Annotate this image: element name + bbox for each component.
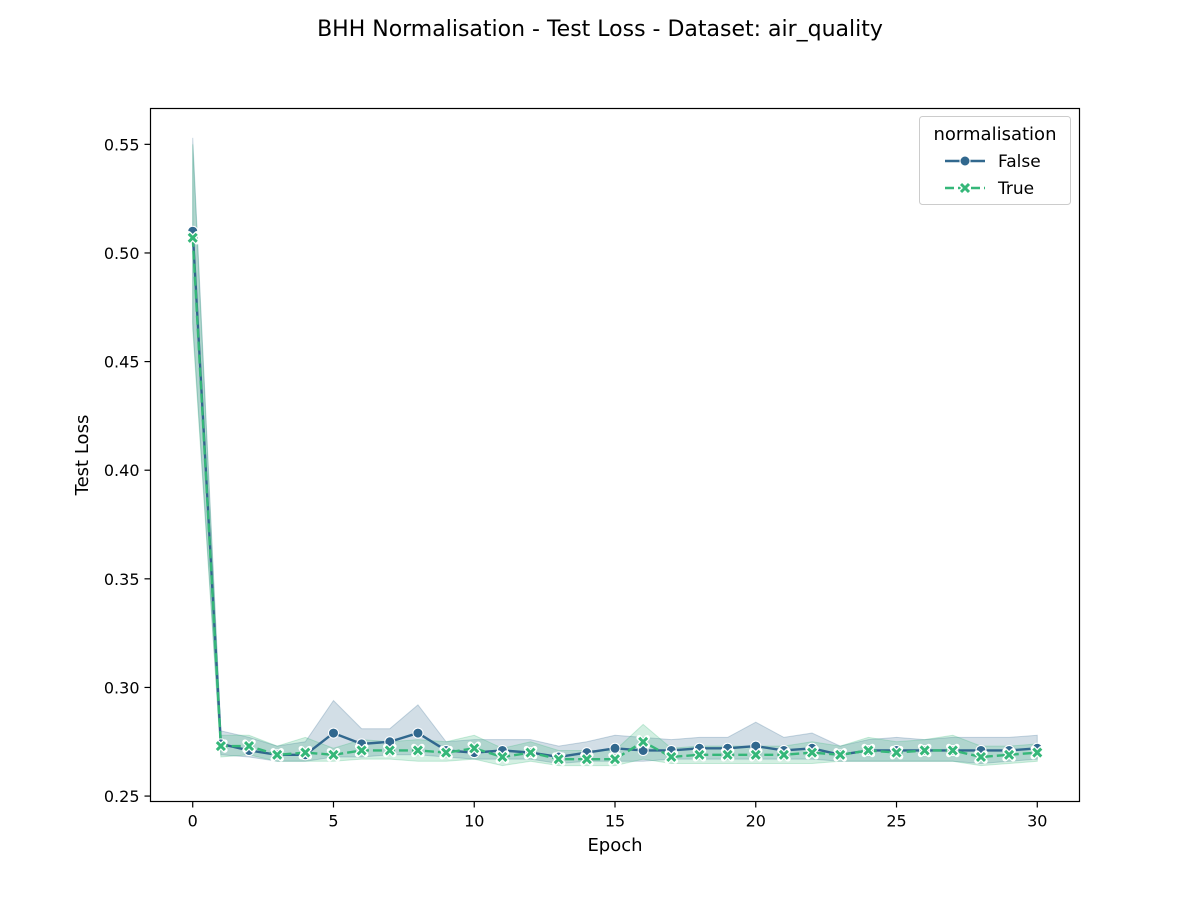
series-line-false [191, 231, 1038, 759]
x-axis: 0 5 10 15 20 25 30 [188, 801, 1047, 831]
chart-title: BHH Normalisation - Test Loss - Dataset:… [317, 17, 883, 42]
data-point-true [720, 748, 735, 762]
data-point-true [270, 748, 284, 762]
data-point-true [749, 748, 763, 762]
legend-label-true: True [997, 179, 1034, 199]
ci-band-false [192, 137, 1038, 764]
x-tick-label: 20 [746, 812, 766, 831]
data-point-true [777, 748, 791, 762]
data-point-true [411, 743, 425, 758]
data-point-true [495, 750, 510, 764]
y-tick-label: 0.30 [104, 678, 140, 697]
data-point-false [327, 727, 339, 739]
legend-title: normalisation [934, 124, 1057, 145]
data-point-false [412, 727, 424, 739]
y-tick-label: 0.50 [104, 244, 140, 263]
data-point-true [551, 752, 566, 766]
x-tick-label: 10 [464, 812, 484, 831]
legend-label-false: False [998, 152, 1041, 172]
y-axis: 0.25 0.30 0.35 0.40 0.45 0.50 0.55 [104, 135, 151, 806]
y-tick-label: 0.25 [104, 787, 140, 806]
data-point-true [354, 743, 369, 758]
legend-box [919, 116, 1071, 205]
x-tick-label: 5 [328, 812, 338, 831]
legend-entry-true: True [945, 179, 1034, 199]
series-markers [185, 225, 1045, 766]
data-point-false [609, 742, 621, 754]
y-tick-label: 0.40 [104, 461, 140, 480]
y-axis-label: Test Loss [72, 415, 93, 497]
ci-band-true [192, 144, 1038, 767]
data-point-true [298, 745, 313, 760]
y-tick-label: 0.35 [104, 570, 140, 589]
data-point-true [946, 743, 960, 758]
x-tick-label: 25 [886, 812, 906, 831]
x-axis-label: Epoch [587, 835, 642, 856]
data-point-true [523, 745, 538, 760]
legend-marker-true [958, 181, 972, 195]
data-point-true [383, 743, 397, 758]
data-point-true [974, 750, 988, 764]
data-point-true [439, 745, 453, 760]
data-point-true [889, 745, 904, 760]
data-point-true [664, 750, 679, 764]
data-point-true [185, 231, 200, 245]
data-point-true [1002, 748, 1016, 762]
data-point-true [608, 752, 622, 766]
legend-entry-false: False [945, 152, 1041, 172]
x-tick-label: 15 [605, 812, 625, 831]
data-point-true [242, 739, 256, 753]
x-tick-label: 0 [188, 812, 198, 831]
data-point-true [1030, 745, 1045, 760]
data-point-true [326, 748, 341, 762]
legend-marker-false [959, 155, 971, 167]
data-point-true [214, 739, 228, 753]
data-point-true [580, 752, 594, 766]
series-line-true [191, 237, 1038, 761]
y-tick-label: 0.45 [104, 353, 140, 372]
confidence-bands [192, 137, 1038, 767]
x-tick-label: 30 [1027, 812, 1047, 831]
series-lines [191, 231, 1038, 761]
data-point-true [861, 743, 876, 758]
data-point-true [805, 745, 819, 760]
y-tick-label: 0.55 [104, 135, 140, 154]
data-point-true [467, 741, 481, 756]
data-point-true [917, 743, 932, 758]
data-point-true [636, 735, 650, 749]
legend: normalisation False True [919, 116, 1071, 205]
data-point-true [833, 748, 847, 762]
data-point-true [692, 748, 707, 762]
plot-frame [149, 107, 1081, 803]
